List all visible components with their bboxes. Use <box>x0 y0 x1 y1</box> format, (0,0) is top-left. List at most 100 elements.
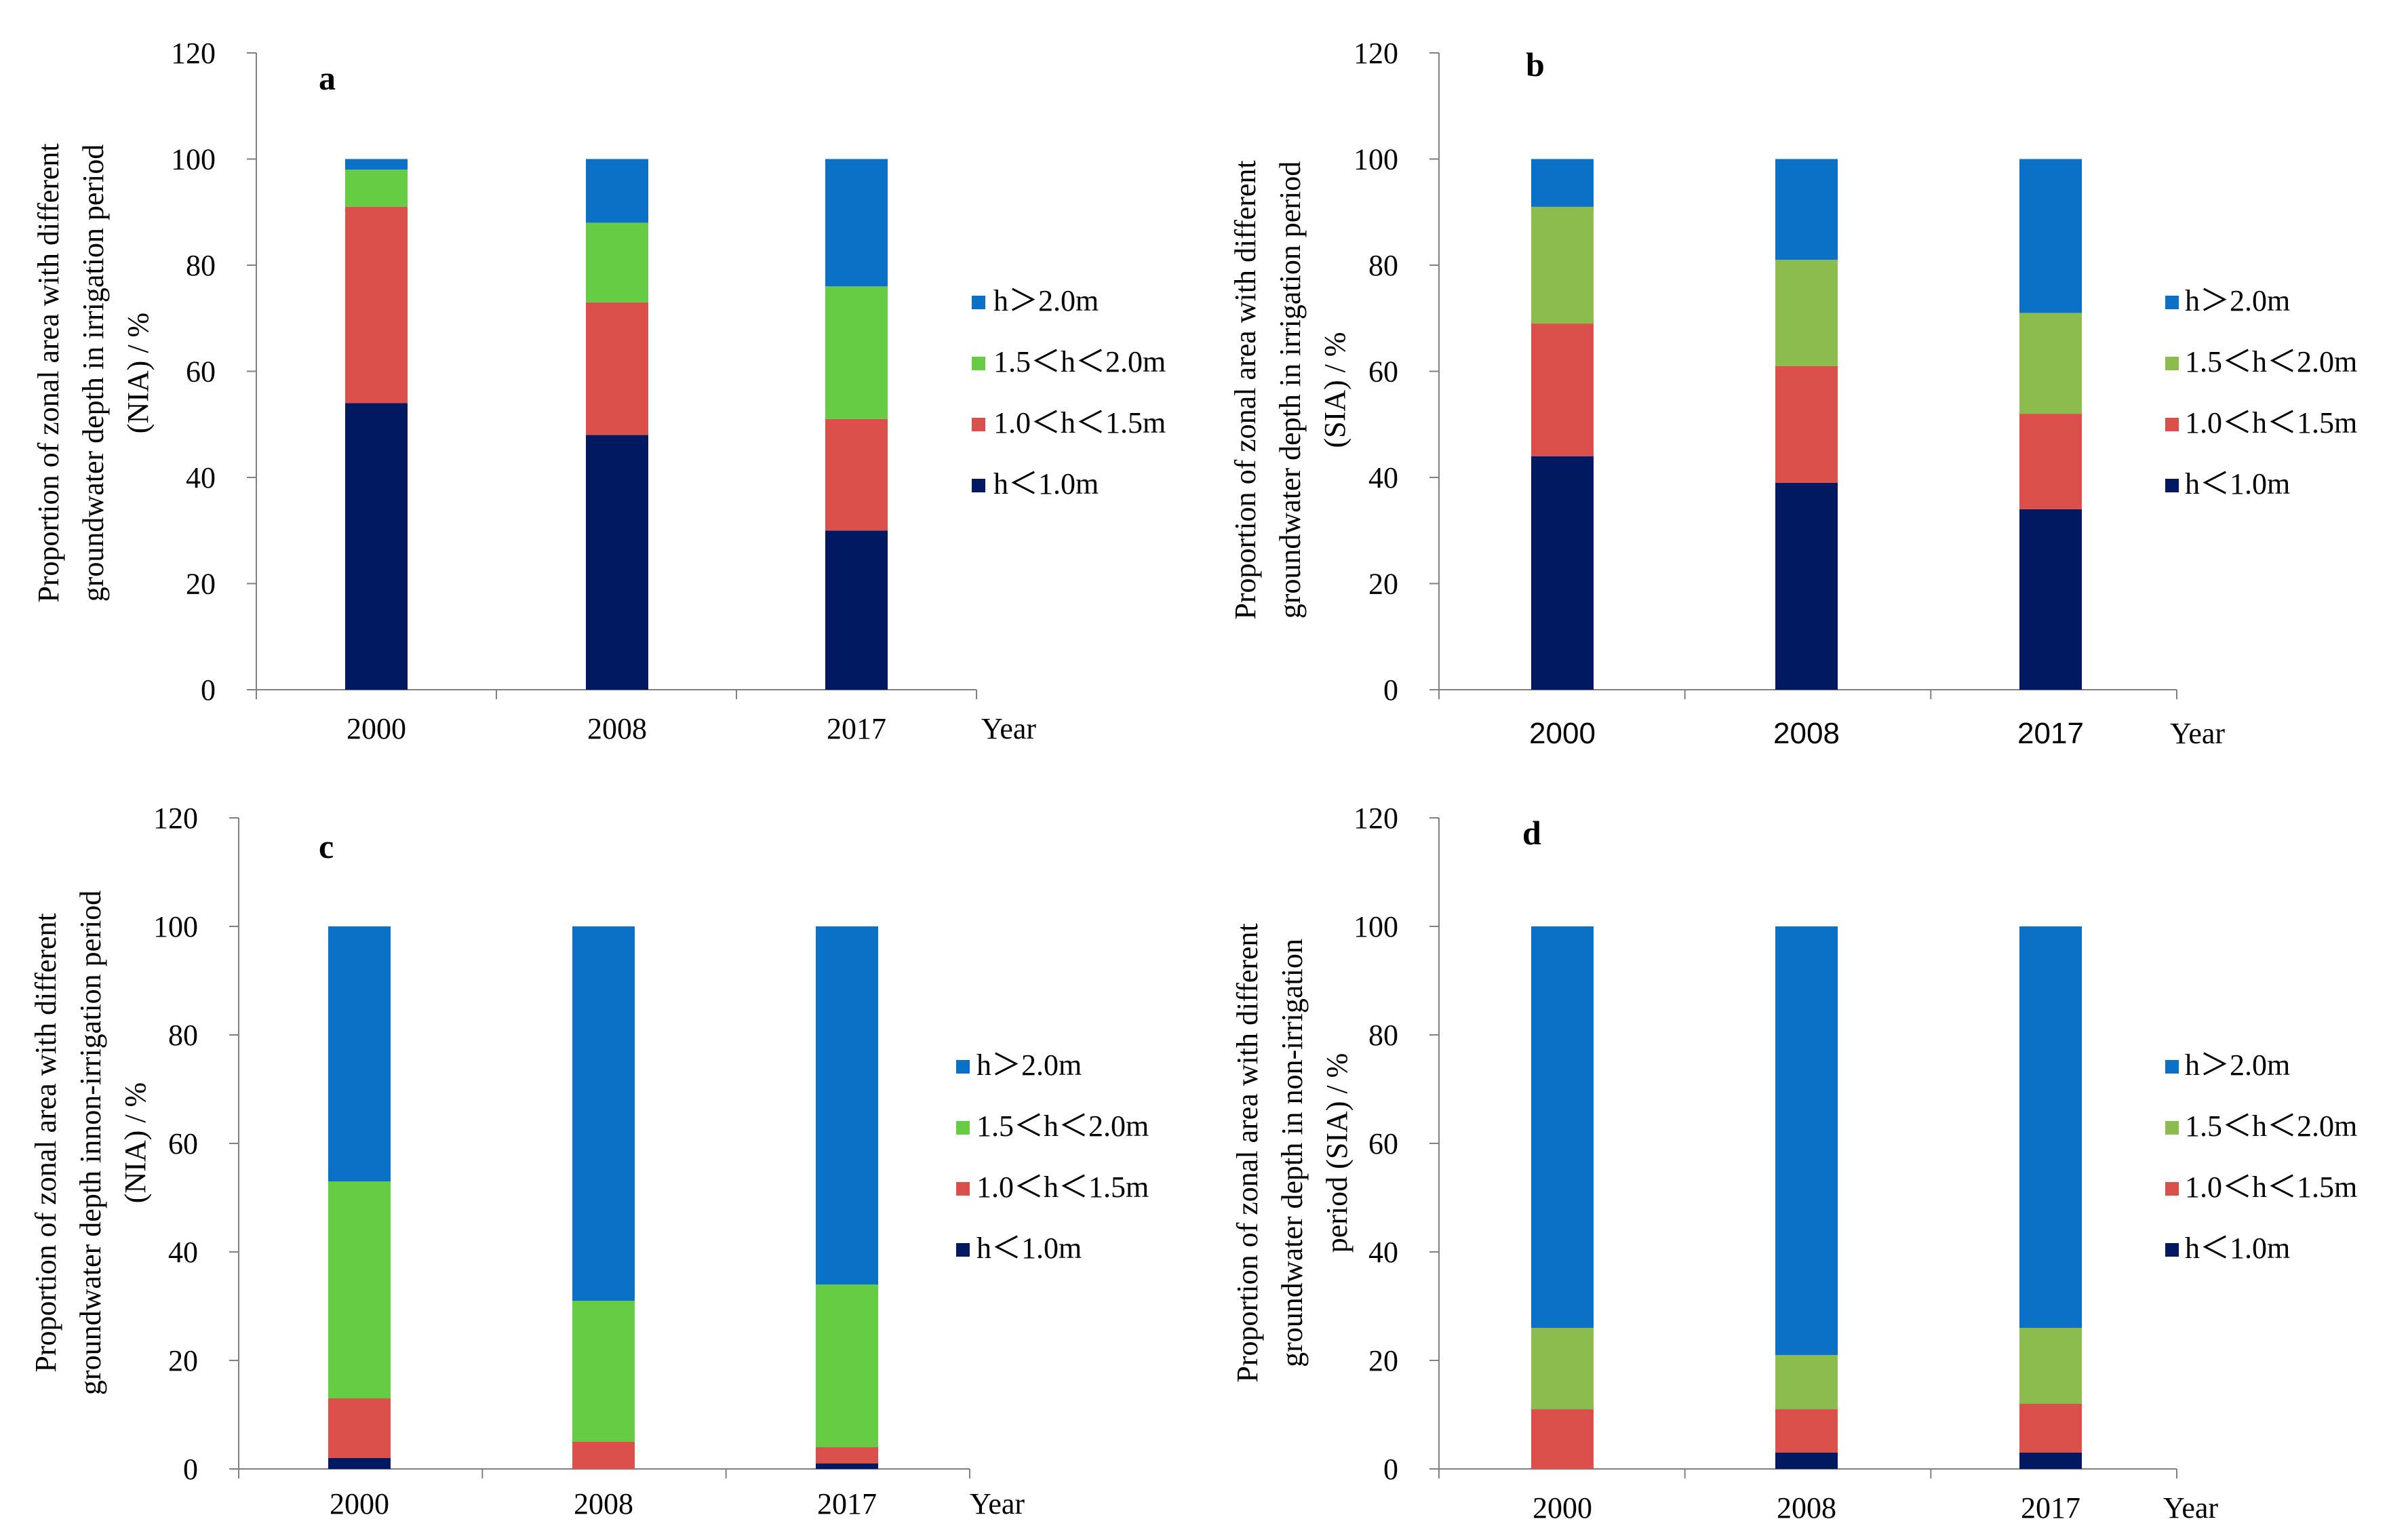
y-tick-label: 120 <box>171 37 216 70</box>
panel-d: d 0 20 40 60 80 100 120 2000 2008 2017 Year Proport… <box>1231 802 2357 1525</box>
y-tick-label: 20 <box>186 568 216 601</box>
y-tick-label: 60 <box>1368 1127 1398 1160</box>
y-tick-label: 80 <box>1368 1019 1398 1052</box>
x-axis-label: Year <box>2170 717 2225 750</box>
y-tick-label: 0 <box>1383 1453 1398 1486</box>
x-tick-label: 2017 <box>2021 1491 2080 1525</box>
y-tick-label: 80 <box>1368 249 1398 282</box>
x-tick-label: 2000 <box>1529 717 1596 750</box>
y-tick-label: 40 <box>186 461 216 494</box>
bar-segment <box>2019 926 2082 1328</box>
legend-label: 1.0＜h＜1.5m <box>2185 406 2357 439</box>
bar-segment <box>1775 482 1838 690</box>
y-tick-label: 100 <box>1354 143 1398 176</box>
y-axis-label: Proportion of zonal area with different g… <box>1229 160 1351 619</box>
y-tick-label: 120 <box>1354 802 1398 835</box>
y-tick-label: 100 <box>153 910 198 943</box>
bar-segment <box>2019 1328 2082 1404</box>
bar-segment <box>2019 414 2082 509</box>
bar-segment <box>2019 1453 2082 1469</box>
bar-segment <box>586 159 648 223</box>
y-tick-label: 60 <box>168 1127 198 1160</box>
y-axis-label: Proportion of zonal area with different g… <box>1231 923 1354 1382</box>
x-tick-label: 2000 <box>347 712 406 745</box>
bar-segment <box>1531 456 1594 690</box>
legend-label: 1.5＜h＜2.0m <box>993 345 1166 378</box>
bar-segment <box>816 1284 878 1447</box>
bar-segment <box>345 170 408 207</box>
y-tick-label: 100 <box>1354 910 1398 943</box>
legend-label: h＜1.0m <box>976 1232 1082 1265</box>
bar-segment <box>345 206 408 404</box>
x-tick-label: 2017 <box>817 1487 877 1520</box>
y-tick-label: 60 <box>186 355 216 389</box>
bar-segment <box>586 435 648 690</box>
x-tick-label: 2017 <box>2017 717 2084 750</box>
bar-segment <box>1531 1409 1594 1469</box>
y-tick-label: 20 <box>1368 1344 1398 1377</box>
bar-segment <box>1775 260 1838 366</box>
panel-letter-a: a <box>319 59 336 97</box>
legend-swatch <box>2165 479 2179 492</box>
y-axis-label: Proportion of zonal area with different g… <box>29 890 152 1395</box>
bar-segment <box>572 926 635 1301</box>
bar-segment <box>2019 1404 2082 1453</box>
legend-label: h＞2.0m <box>2185 1048 2290 1082</box>
panel-b: b 0 20 40 60 80 100 120 2000 2008 2017 Year Proport… <box>1229 37 2357 750</box>
legend-swatch <box>2165 1121 2179 1135</box>
y-tick-label: 80 <box>168 1019 198 1052</box>
legend-label: h＜1.0m <box>2185 467 2290 500</box>
bar-segment <box>572 1442 635 1469</box>
y-tick-label: 100 <box>171 143 216 176</box>
bar-segment <box>1775 926 1838 1355</box>
x-tick-label: 2000 <box>330 1487 389 1520</box>
legend-swatch <box>956 1060 970 1074</box>
bar-segment <box>1531 926 1594 1328</box>
x-axis-label: Year <box>981 712 1036 745</box>
bar-segment <box>825 530 888 690</box>
bar-segment <box>816 1447 878 1464</box>
legend-label: 1.5＜h＜2.0m <box>2185 345 2357 378</box>
legend-swatch <box>2165 296 2179 309</box>
y-tick-label: 80 <box>186 249 216 282</box>
bar-segment <box>1775 1409 1838 1453</box>
legend-swatch <box>2165 418 2179 431</box>
legend-swatch <box>2165 1060 2179 1074</box>
x-tick-label: 2017 <box>827 712 886 745</box>
bar-segment <box>328 1181 391 1398</box>
bar-segment <box>345 159 408 170</box>
y-axis-label: Proportion of zonal area with different g… <box>32 143 155 602</box>
panel-letter-c: c <box>319 827 334 865</box>
bar-segment <box>1531 1328 1594 1409</box>
bar-segment <box>1775 1453 1838 1469</box>
y-tick-label: 40 <box>1368 461 1398 494</box>
bar-segment <box>328 1398 391 1458</box>
legend-label: 1.0＜h＜1.5m <box>2185 1171 2357 1204</box>
bar-segment <box>1775 159 1838 260</box>
x-tick-label: 2008 <box>1777 1491 1836 1525</box>
x-tick-label: 2008 <box>587 712 647 745</box>
bar-segment <box>345 403 408 690</box>
legend-swatch <box>2165 1182 2179 1196</box>
panel-a: a 0 20 40 60 80 100 120 2000 2008 2017 Year Proport… <box>32 37 1166 745</box>
bar-segment <box>816 926 878 1284</box>
legend-label: 1.0＜h＜1.5m <box>976 1171 1149 1204</box>
x-tick-label: 2000 <box>1533 1491 1592 1525</box>
legend-swatch <box>972 479 985 492</box>
bar-segment <box>328 926 391 1181</box>
legend-label: 1.5＜h＜2.0m <box>976 1109 1149 1143</box>
x-tick-label: 2008 <box>1773 717 1840 750</box>
bar-segment <box>816 1464 878 1469</box>
bar-segment <box>2019 159 2082 313</box>
bar-segment <box>825 286 888 419</box>
legend-swatch <box>972 418 985 431</box>
y-tick-label: 40 <box>168 1236 198 1269</box>
y-tick-label: 0 <box>183 1453 198 1486</box>
y-tick-label: 60 <box>1368 355 1398 389</box>
legend-label: h＞2.0m <box>976 1048 1082 1082</box>
bar-segment <box>572 1301 635 1442</box>
y-tick-label: 0 <box>1383 673 1398 707</box>
bar-segment <box>1531 206 1594 324</box>
bar-segment <box>1775 366 1838 483</box>
